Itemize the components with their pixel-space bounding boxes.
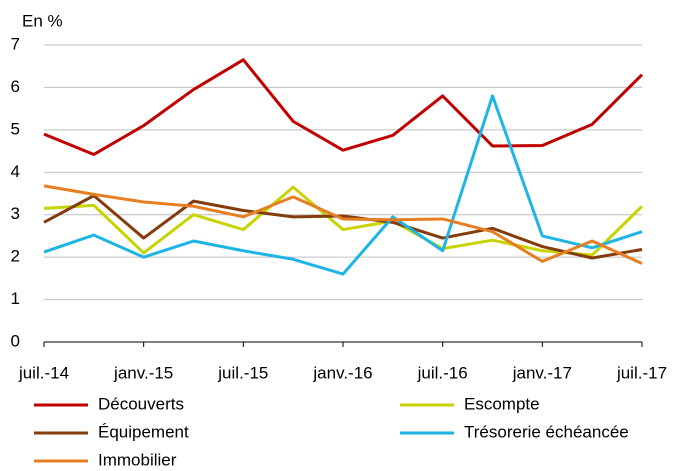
y-tick-label: 3 — [11, 204, 20, 223]
x-tick-label: juil.-17 — [616, 363, 667, 382]
x-tick-label: juil.-16 — [417, 363, 468, 382]
x-tick-label: juil.-14 — [18, 363, 69, 382]
series-line — [43, 184, 643, 265]
y-tick-label: 2 — [11, 247, 20, 266]
series-line — [43, 58, 644, 156]
x-tick-label: janv.-15 — [113, 363, 173, 382]
y-axis-label: En % — [22, 11, 63, 30]
y-tick-label: 6 — [11, 77, 20, 96]
legend-label: Découverts — [98, 394, 184, 413]
y-tick-label: 1 — [11, 289, 20, 308]
x-tick-label: juil.-15 — [217, 363, 268, 382]
legend-label: Équipement — [98, 422, 189, 441]
series-line — [43, 185, 644, 257]
y-tick-label: 7 — [11, 34, 20, 53]
legend-label: Immobilier — [98, 450, 177, 469]
legend-label: Escompte — [464, 394, 540, 413]
x-tick-label: janv.-16 — [312, 363, 372, 382]
y-tick-label: 4 — [11, 162, 20, 181]
y-tick-label: 0 — [11, 331, 20, 350]
series-line — [43, 94, 643, 276]
y-tick-label: 5 — [11, 119, 20, 138]
series-line — [43, 194, 643, 260]
legend-label: Trésorerie échéancée — [464, 422, 629, 441]
x-tick-label: janv.-17 — [512, 363, 572, 382]
